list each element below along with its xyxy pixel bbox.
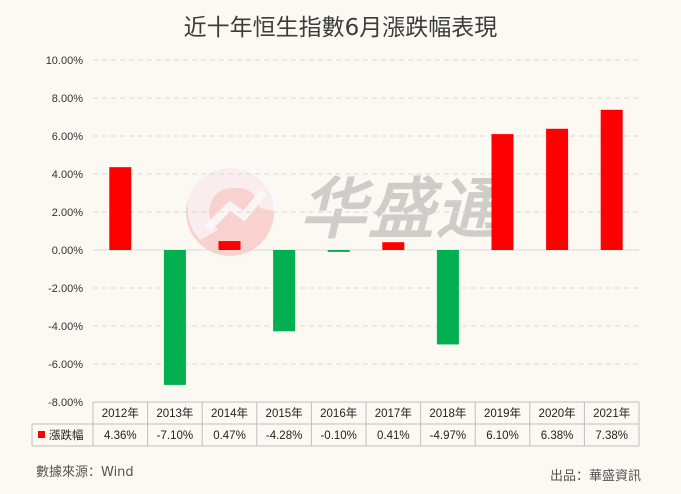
value-label: 0.41% <box>377 430 410 442</box>
category-label: 2018年 <box>429 406 466 420</box>
bar <box>218 241 241 250</box>
bar <box>382 242 405 250</box>
bar <box>491 134 514 250</box>
value-label: 0.47% <box>213 430 246 442</box>
category-label: 2012年 <box>102 406 139 420</box>
y-tick-label: -8.00% <box>48 397 83 409</box>
y-tick-label: 4.00% <box>52 169 83 181</box>
category-label: 2019年 <box>484 406 521 420</box>
bar <box>600 109 623 250</box>
value-label: 6.10% <box>486 430 519 442</box>
category-label: 2016年 <box>320 406 357 420</box>
bars <box>109 109 623 385</box>
y-axis: 10.00% 8.00% 6.00% 4.00% 2.00% 0.00% -2.00% -4.… <box>46 55 84 409</box>
y-tick-label: -2.00% <box>48 283 83 295</box>
category-label: 2020年 <box>539 406 576 420</box>
y-tick-label: 10.00% <box>46 55 84 67</box>
category-label: 2017年 <box>375 406 412 420</box>
y-tick-label: 2.00% <box>52 207 83 219</box>
category-label: 2015年 <box>266 406 303 420</box>
value-label: -0.10% <box>320 430 356 442</box>
bar <box>273 250 296 332</box>
value-label: 4.36% <box>104 430 137 442</box>
data-source: 數據來源：Wind <box>36 465 134 480</box>
value-label: 6.38% <box>541 430 574 442</box>
category-label: 2014年 <box>211 406 248 420</box>
legend-label: 漲跌幅 <box>49 428 84 442</box>
bar <box>546 128 569 250</box>
value-label: 7.38% <box>595 430 628 442</box>
y-tick-label: 8.00% <box>52 93 83 105</box>
data-table: 2012年 4.36% 2013年 -7.10% 2014年 0.47% 2015年 -4.2… <box>31 401 640 447</box>
value-label: -4.97% <box>430 430 466 442</box>
chart-title: 近十年恒生指數6月漲跌幅表現 <box>183 15 498 41</box>
value-label: -4.28% <box>266 430 302 442</box>
y-tick-label: -6.00% <box>48 359 83 371</box>
legend-swatch <box>38 431 45 438</box>
bar <box>436 250 459 345</box>
category-label: 2021年 <box>593 406 630 420</box>
y-tick-label: -4.00% <box>48 321 83 333</box>
y-tick-label: 0.00% <box>52 245 83 257</box>
bar <box>109 167 132 250</box>
y-tick-label: 6.00% <box>52 131 83 143</box>
value-label: -7.10% <box>157 430 193 442</box>
category-label: 2013年 <box>156 406 193 420</box>
bar <box>327 250 350 252</box>
bar <box>163 250 186 385</box>
publisher-credit: 出品：華盛資訊 <box>549 469 641 484</box>
